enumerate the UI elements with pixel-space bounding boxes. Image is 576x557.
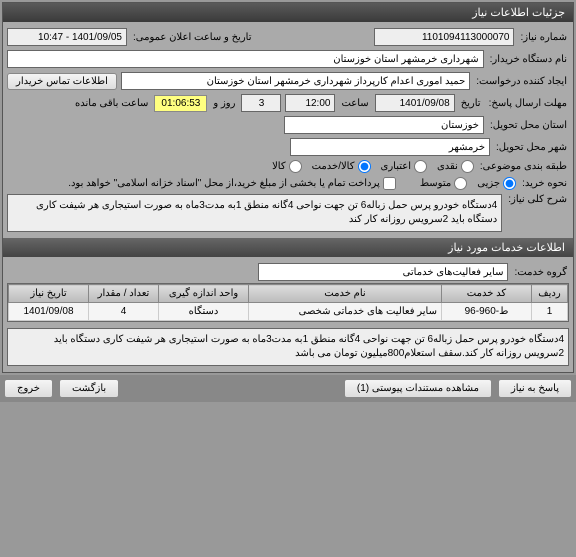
radio-medium[interactable]: [454, 177, 467, 190]
cell-code: ط-960-96: [442, 303, 532, 321]
buyer-label: نام دستگاه خریدار:: [488, 54, 569, 65]
time-sublabel: ساعت: [339, 98, 370, 109]
radio-goods-item[interactable]: کالا/خدمت: [312, 160, 371, 173]
th-row: ردیف: [532, 285, 568, 303]
creator-label: ایجاد کننده درخواست:: [474, 76, 569, 87]
service-group-label: گروه خدمت:: [512, 267, 569, 278]
cell-name: سایر فعالیت های خدماتی شخصی: [249, 303, 442, 321]
payment-cat-label: طبقه بندی موضوعی:: [478, 161, 569, 172]
checkbox-payment-label: پرداخت تمام یا بخشی از مبلغ خرید،از محل …: [68, 178, 380, 189]
payment-radio-group: نقدی اعتباری کالا/خدمت کالا: [272, 160, 474, 173]
city-field: خرمشهر: [290, 138, 490, 156]
purchase-type-label: نحوه خرید:: [520, 178, 569, 189]
form-body: شماره نیاز: 1101094113000070 تاریخ و ساع…: [3, 22, 573, 238]
services-title: اطلاعات خدمات مورد نیاز: [448, 242, 565, 254]
key-need-textbox: 4دستگاه خودرو پرس حمل زباله6 تن جهت نواح…: [7, 194, 502, 232]
th-name: نام خدمت: [249, 285, 442, 303]
main-panel: جزئیات اطلاعات نیاز شماره نیاز: 11010941…: [2, 2, 574, 373]
creator-field: حمید اموری اعدام کارپرداز شهرداری خرمشهر…: [121, 72, 470, 90]
row-key-need: شرح کلی نیاز: 4دستگاه خودرو پرس حمل زبال…: [7, 192, 569, 234]
respond-button[interactable]: پاسخ به نیاز: [498, 379, 572, 398]
services-table: ردیف کد خدمت نام خدمت واحد اندازه گیری ت…: [8, 284, 568, 321]
city-label: شهر محل تحویل:: [494, 142, 569, 153]
province-field: خوزستان: [284, 116, 484, 134]
cell-qty: 4: [89, 303, 159, 321]
radio-credit-label: اعتباری: [381, 161, 411, 172]
row-payment-category: طبقه بندی موضوعی: نقدی اعتباری کالا/خدمت…: [7, 158, 569, 175]
panel-header: جزئیات اطلاعات نیاز: [3, 3, 573, 22]
services-table-container: ردیف کد خدمت نام خدمت واحد اندازه گیری ت…: [7, 283, 569, 322]
key-need-label: شرح کلی نیاز:: [506, 194, 569, 205]
bottom-bar: پاسخ به نیاز مشاهده مستندات پیوستی (1) ب…: [0, 375, 576, 402]
announce-label: تاریخ و ساعت اعلان عمومی:: [131, 32, 254, 43]
province-label: استان محل تحویل:: [488, 120, 569, 131]
date-sublabel: تاریخ: [459, 98, 483, 109]
radio-goods[interactable]: [358, 160, 371, 173]
radio-credit-item[interactable]: اعتباری: [381, 160, 427, 173]
attachments-button[interactable]: مشاهده مستندات پیوستی (1): [344, 379, 492, 398]
th-qty: تعداد / مقدار: [89, 285, 159, 303]
days-count-field: 3: [241, 94, 281, 112]
radio-cash-label: نقدی: [437, 161, 458, 172]
table-header-row: ردیف کد خدمت نام خدمت واحد اندازه گیری ت…: [9, 285, 568, 303]
radio-service[interactable]: [289, 160, 302, 173]
services-body: گروه خدمت: سایر فعالیت‌های خدماتی ردیف ک…: [3, 257, 573, 372]
cell-date: 1401/09/08: [9, 303, 89, 321]
radio-medium-item[interactable]: متوسط: [420, 177, 467, 190]
panel-title: جزئیات اطلاعات نیاز: [472, 7, 565, 19]
remaining-label: ساعت باقی مانده: [73, 98, 150, 109]
checkbox-payment[interactable]: [383, 177, 396, 190]
radio-cash-item[interactable]: نقدی: [437, 160, 474, 173]
row-need-number: شماره نیاز: 1101094113000070 تاریخ و ساع…: [7, 26, 569, 48]
exit-button[interactable]: خروج: [4, 379, 53, 398]
th-unit: واحد اندازه گیری: [159, 285, 249, 303]
row-deadline: مهلت ارسال پاسخ: تاریخ 1401/09/08 ساعت 1…: [7, 92, 569, 114]
cell-unit: دستگاه: [159, 303, 249, 321]
cell-row: 1: [532, 303, 568, 321]
need-number-label: شماره نیاز:: [518, 32, 569, 43]
row-creator: ایجاد کننده درخواست: حمید اموری اعدام کا…: [7, 70, 569, 92]
back-button[interactable]: بازگشت: [59, 379, 119, 398]
buyer-field: شهرداری خرمشهر استان خوزستان: [7, 50, 484, 68]
radio-partial[interactable]: [503, 177, 516, 190]
service-desc-textbox: 4دستگاه خودرو پرس حمل زباله6 تن جهت نواح…: [7, 328, 569, 366]
deadline-time-field: 12:00: [285, 94, 335, 112]
contact-buyer-button[interactable]: اطلاعات تماس خریدار: [7, 73, 117, 90]
deadline-label: مهلت ارسال پاسخ:: [487, 98, 569, 109]
radio-partial-label: جزیی: [477, 178, 500, 189]
radio-credit[interactable]: [414, 160, 427, 173]
deadline-date-field: 1401/09/08: [375, 94, 455, 112]
row-buyer: نام دستگاه خریدار: شهرداری خرمشهر استان …: [7, 48, 569, 70]
row-province: استان محل تحویل: خوزستان: [7, 114, 569, 136]
services-header: اطلاعات خدمات مورد نیاز: [3, 238, 573, 257]
radio-partial-item[interactable]: جزیی: [477, 177, 516, 190]
countdown-timer: 01:06:53: [154, 95, 207, 112]
service-group-field: سایر فعالیت‌های خدماتی: [258, 263, 508, 281]
days-and-label: روز و: [211, 98, 237, 109]
radio-goods-label: کالا/خدمت: [312, 161, 355, 172]
table-row[interactable]: 1 ط-960-96 سایر فعالیت های خدماتی شخصی د…: [9, 303, 568, 321]
radio-cash[interactable]: [461, 160, 474, 173]
announce-field: 1401/09/05 - 10:47: [7, 28, 127, 46]
radio-service-label: کالا: [272, 161, 286, 172]
radio-service-item[interactable]: کالا: [272, 160, 302, 173]
row-purchase-type: نحوه خرید: جزیی متوسط پرداخت تمام یا بخش…: [7, 175, 569, 192]
row-city: شهر محل تحویل: خرمشهر: [7, 136, 569, 158]
purchase-radio-group: جزیی متوسط: [420, 177, 516, 190]
th-code: کد خدمت: [442, 285, 532, 303]
checkbox-payment-item[interactable]: پرداخت تمام یا بخشی از مبلغ خرید،از محل …: [68, 177, 396, 190]
row-service-desc: 4دستگاه خودرو پرس حمل زباله6 تن جهت نواح…: [7, 326, 569, 368]
row-service-group: گروه خدمت: سایر فعالیت‌های خدماتی: [7, 261, 569, 283]
radio-medium-label: متوسط: [420, 178, 451, 189]
need-number-field: 1101094113000070: [374, 28, 514, 46]
th-date: تاریخ نیاز: [9, 285, 89, 303]
